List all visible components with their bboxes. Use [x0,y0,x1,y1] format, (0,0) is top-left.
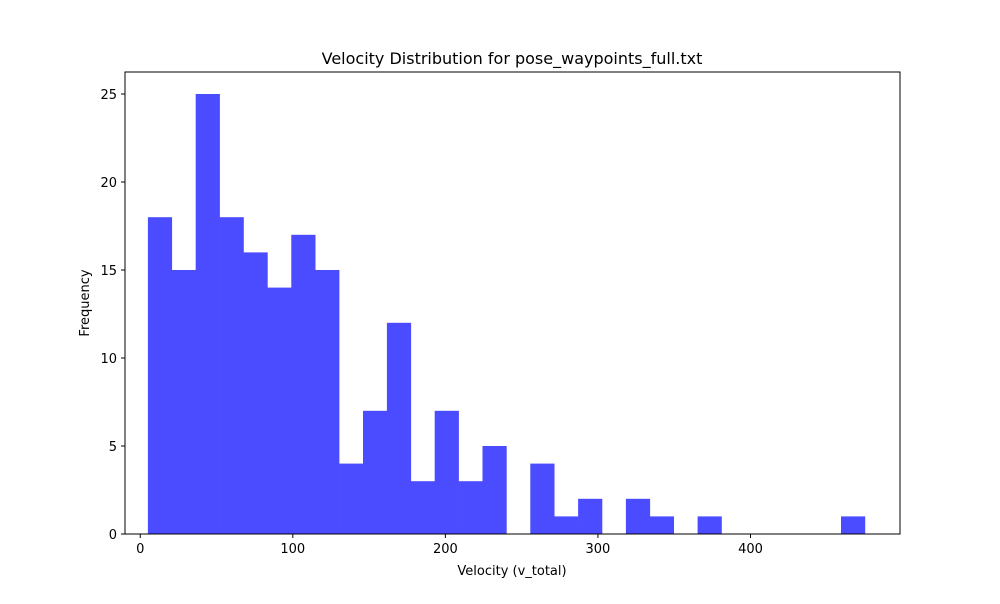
x-tick-label: 300 [586,542,611,557]
y-tick-label: 25 [100,88,117,103]
histogram-bar [267,287,292,534]
histogram-bar [530,463,555,534]
histogram-bar [578,498,603,534]
histogram-bar [339,463,364,534]
histogram-bar [841,516,866,534]
histogram-bar [315,270,340,534]
y-tick-label: 0 [109,528,117,543]
histogram-bar [554,516,579,534]
plot-area-frame [124,71,901,535]
y-axis-label: Frequency [78,269,93,336]
x-tick-label: 200 [433,542,458,557]
x-axis-label: Velocity (v_total) [457,564,566,579]
bars-group [147,94,866,535]
histogram-bar [362,410,388,534]
histogram-bar [219,217,244,534]
histogram-bar [410,481,435,534]
x-tick-label: 100 [280,542,305,557]
histogram-bar [147,217,173,534]
histogram-bar [649,516,675,534]
histogram-bar [697,516,722,534]
histogram-bar [243,252,268,534]
histogram-bar [386,322,412,534]
y-tick-label: 10 [100,352,117,367]
histogram-bar [291,234,316,535]
histogram-bar [625,498,651,534]
histogram-bar [195,94,220,534]
x-axis-ticks: 0 100 200 300 400 [136,534,763,557]
histogram-bar [434,410,459,534]
y-tick-label: 20 [100,176,117,191]
chart-title: Velocity Distribution for pose_waypoints… [322,49,703,69]
histogram-bar [171,270,196,534]
y-axis-ticks: 0 5 10 15 20 25 [100,88,125,543]
x-tick-label: 0 [136,542,144,557]
x-tick-label: 400 [738,542,763,557]
histogram-bar [458,481,483,534]
y-tick-label: 15 [100,264,117,279]
y-tick-label: 5 [109,440,117,455]
histogram-bar [482,446,507,534]
